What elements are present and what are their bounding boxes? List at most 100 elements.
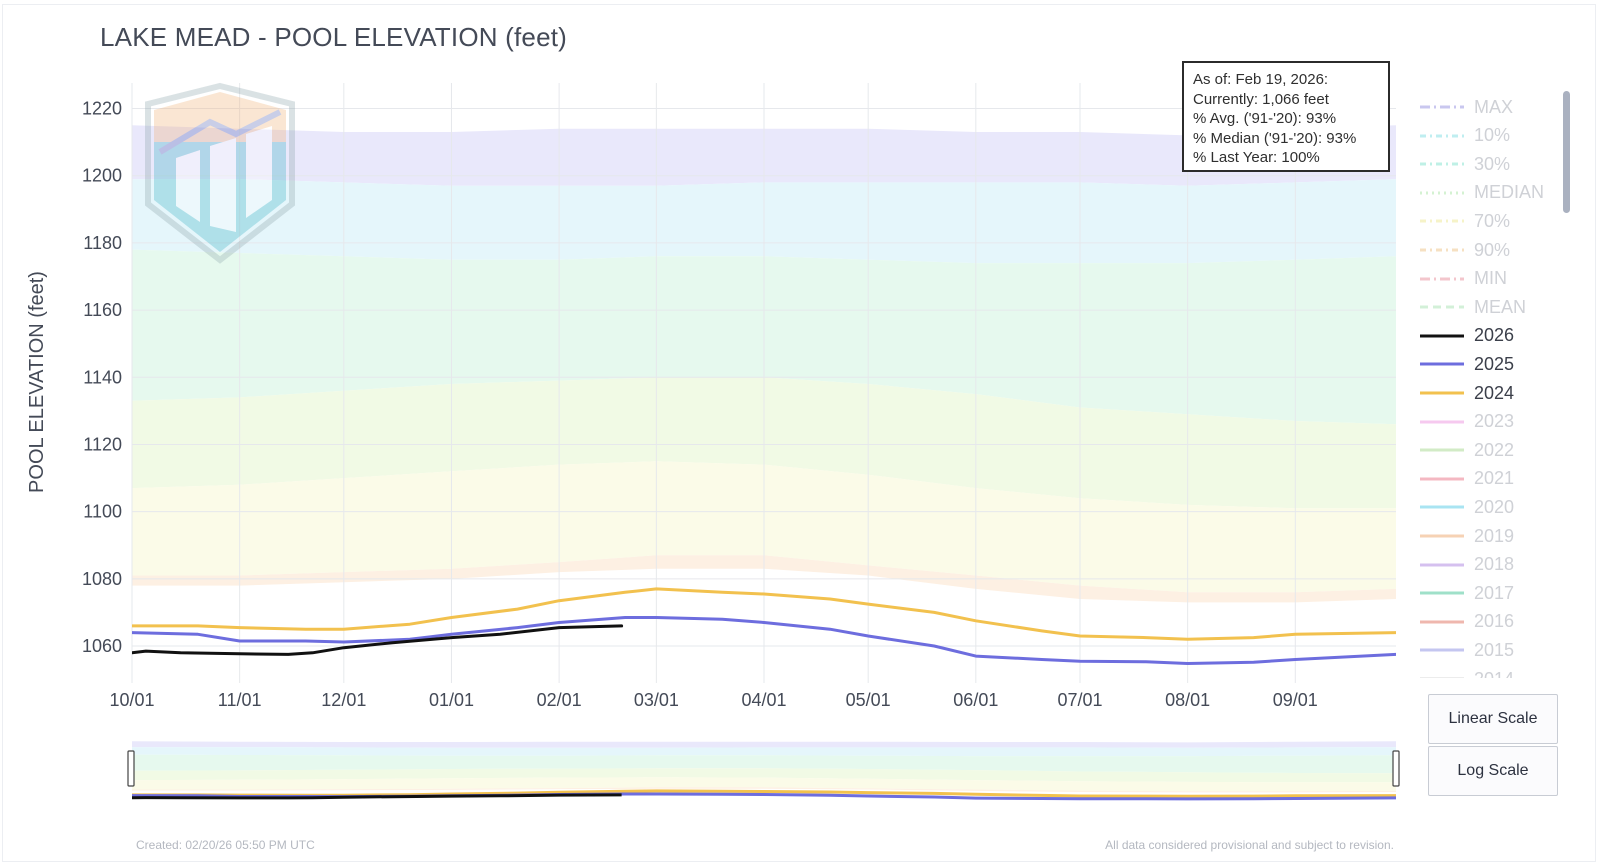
- nav-series-line-2026: [132, 793, 622, 800]
- legend-swatch: [1420, 505, 1464, 509]
- x-tick-label: 08/01: [1165, 690, 1210, 710]
- legend-item-2022[interactable]: 2022: [1420, 437, 1570, 463]
- legend-label: MIN: [1474, 268, 1507, 289]
- stat-pct-median: % Median ('91-'20): 93%: [1193, 129, 1357, 147]
- series-lines: [132, 587, 1396, 665]
- legend-item-2025[interactable]: 2025: [1420, 351, 1570, 377]
- gridlines: [131, 83, 1396, 683]
- nav-band-2: [132, 754, 1396, 774]
- legend-item-2018[interactable]: 2018: [1420, 552, 1570, 578]
- nav-band-0: [132, 741, 1396, 748]
- legend-item-2019[interactable]: 2019: [1420, 523, 1570, 549]
- legend-item-min[interactable]: MIN: [1420, 266, 1570, 292]
- stat-as-of: As of: Feb 19, 2026:: [1193, 71, 1329, 88]
- x-tick-label: 02/01: [537, 690, 582, 710]
- legend-item-2023[interactable]: 2023: [1420, 409, 1570, 435]
- x-tick-labels: 10/01 11/01 12/01 01/01 02/01 03/01 04/01 05/01…: [109, 690, 1317, 710]
- legend-label: 2026: [1474, 325, 1515, 346]
- legend-label: 2024: [1474, 382, 1515, 403]
- legend-label: 2016: [1474, 611, 1515, 632]
- legend-label: MEDIAN: [1474, 182, 1545, 203]
- legend-item-2026[interactable]: 2026: [1420, 323, 1570, 349]
- stat-pct-last-year: % Last Year: 100%: [1193, 149, 1320, 167]
- legend-label: MAX: [1474, 96, 1514, 117]
- y-axis-label: POOL ELEVATION (feet): [26, 271, 48, 493]
- legend-item-2024[interactable]: 2024: [1420, 380, 1570, 406]
- legend-item-max[interactable]: MAX: [1420, 94, 1570, 120]
- x-tick-label: 11/01: [218, 690, 262, 710]
- legend-label: 2018: [1474, 554, 1515, 575]
- y-tick-label: 1100: [83, 502, 122, 522]
- x-tick-label: 03/01: [634, 690, 679, 710]
- legend-item-30[interactable]: 30%: [1420, 151, 1570, 177]
- legend-swatch: [1420, 420, 1464, 424]
- legend-item-2021[interactable]: 2021: [1420, 466, 1570, 492]
- y-tick-label: 1060: [82, 636, 122, 656]
- legend: MAX 10% 30% MEDIAN 70% 90% MIN MEAN 2026 2025 2024…: [1420, 94, 1570, 678]
- provisional-disclaimer: All data considered provisional and subj…: [1105, 838, 1394, 852]
- legend-label: 10%: [1474, 125, 1511, 146]
- y-tick-label: 1140: [83, 367, 122, 387]
- legend-swatch: [1420, 248, 1464, 252]
- legend-label: 30%: [1474, 153, 1511, 174]
- y-tick-label: 1120: [83, 434, 122, 454]
- x-tick-label: 07/01: [1057, 690, 1102, 710]
- legend-label: 2019: [1474, 525, 1515, 546]
- x-tick-label: 05/01: [846, 690, 891, 710]
- legend-swatch: [1420, 305, 1464, 309]
- legend-swatch: [1420, 362, 1464, 366]
- legend-swatch: [1420, 277, 1464, 281]
- legend-label: 2023: [1474, 411, 1515, 432]
- legend-swatch: [1420, 591, 1464, 595]
- range-handle-right[interactable]: [1392, 750, 1400, 787]
- legend-item-median[interactable]: MEDIAN: [1420, 180, 1570, 206]
- page-title: LAKE MEAD - POOL ELEVATION (feet): [100, 22, 568, 52]
- nav-band-4: [132, 777, 1396, 792]
- y-tick-label: 1220: [82, 99, 122, 119]
- nav-band-5: [132, 787, 1396, 793]
- range-navigator[interactable]: [127, 741, 1400, 801]
- legend-label: 2014: [1474, 669, 1514, 679]
- x-tick-label: 04/01: [741, 690, 786, 710]
- legend-label: 2025: [1474, 353, 1515, 374]
- legend-label: 2021: [1474, 468, 1515, 489]
- nav-band-3: [132, 768, 1396, 783]
- series-line-2025: [132, 616, 1396, 665]
- legend-item-2016[interactable]: 2016: [1420, 609, 1570, 635]
- range-handle-left[interactable]: [127, 750, 135, 787]
- log-scale-button[interactable]: Log Scale: [1428, 746, 1558, 796]
- legend-swatch: [1420, 534, 1464, 538]
- legend-swatch: [1420, 677, 1464, 678]
- legend-label: 2022: [1474, 439, 1515, 460]
- x-tick-label: 12/01: [321, 690, 366, 710]
- legend-item-2017[interactable]: 2017: [1420, 580, 1570, 606]
- legend-item-2014[interactable]: 2014: [1420, 666, 1570, 678]
- legend-item-70[interactable]: 70%: [1420, 208, 1570, 234]
- legend-item-2020[interactable]: 2020: [1420, 494, 1570, 520]
- current-stats-box: As of: Feb 19, 2026: Currently: 1,066 fe…: [1182, 61, 1390, 172]
- legend-swatch: [1420, 219, 1464, 223]
- legend-item-10[interactable]: 10%: [1420, 123, 1570, 149]
- legend-label: 70%: [1474, 210, 1511, 231]
- stat-pct-avg: % Avg. ('91-'20): 93%: [1193, 110, 1337, 128]
- legend-item-90[interactable]: 90%: [1420, 237, 1570, 263]
- legend-label: 2015: [1474, 639, 1515, 660]
- legend-label: MEAN: [1474, 296, 1527, 317]
- legend-swatch: [1420, 391, 1464, 395]
- legend-swatch: [1420, 477, 1464, 481]
- legend-item-2015[interactable]: 2015: [1420, 637, 1570, 663]
- legend-swatch: [1420, 563, 1464, 567]
- legend-swatch: [1420, 162, 1464, 166]
- linear-scale-button[interactable]: Linear Scale: [1428, 694, 1558, 744]
- legend-item-mean[interactable]: MEAN: [1420, 294, 1570, 320]
- series-line-2024: [132, 587, 1396, 641]
- legend-swatch: [1420, 134, 1464, 138]
- chart-frame: [2, 4, 1596, 862]
- legend-scrollbar[interactable]: [1563, 91, 1570, 213]
- nav-band-1: [132, 747, 1396, 757]
- y-tick-labels: 1060 1080 1100 1120 1140 1160 1180 1200 1220: [82, 99, 122, 657]
- legend-label: 2017: [1474, 582, 1515, 603]
- legend-label: 2020: [1474, 496, 1515, 517]
- x-tick-label: 01/01: [429, 690, 474, 710]
